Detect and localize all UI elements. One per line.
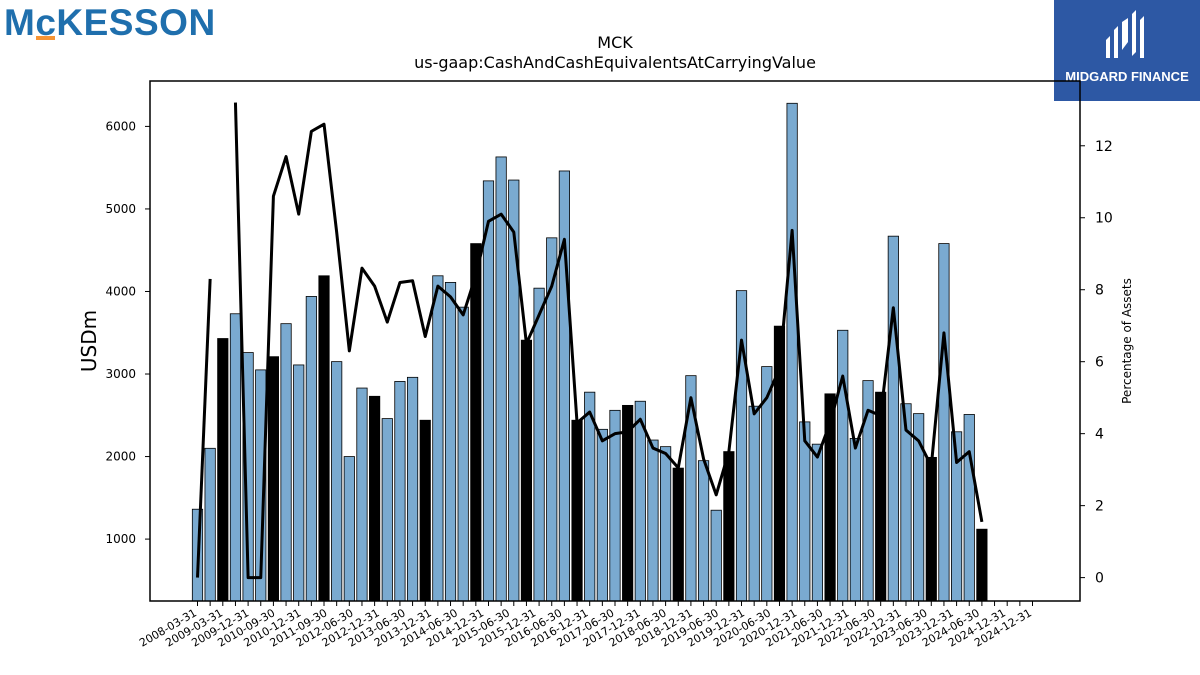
bar: [520, 339, 533, 602]
y-tick-label: 1000: [105, 532, 136, 546]
bar: [343, 456, 355, 602]
bar: [495, 156, 507, 602]
right-axis: 0 2 4 6 8 10 12: [1080, 139, 1113, 587]
bar: [394, 381, 406, 602]
bar: [280, 323, 292, 602]
bar: [697, 460, 710, 602]
bar: [799, 421, 811, 602]
percentage-line: [196, 278, 212, 578]
bar: [558, 170, 570, 602]
y2-tick-label: 12: [1095, 139, 1113, 155]
bar: [305, 296, 317, 602]
x-axis: 2008-03-312009-03-312009-12-312010-09-30…: [137, 601, 1034, 650]
bar: [482, 180, 495, 602]
percentage-line: [233, 102, 984, 580]
chart-title: MCK: [597, 33, 633, 52]
bar: [267, 356, 279, 602]
y2-tick-label: 4: [1095, 427, 1104, 443]
y-tick-label: 2000: [105, 450, 136, 464]
bar: [217, 338, 229, 602]
bar: [887, 235, 899, 602]
bar: [204, 447, 216, 602]
bar: [457, 306, 469, 602]
y-tick-label: 4000: [105, 284, 136, 298]
bar: [622, 404, 634, 602]
y2-tick-label: 0: [1095, 571, 1104, 587]
bars-group: [191, 102, 988, 602]
midgard-finance-logo: MIDGARD FINANCE: [1054, 0, 1200, 101]
y2-tick-label: 6: [1095, 355, 1104, 371]
bar: [381, 418, 393, 602]
bar: [406, 376, 419, 602]
bar: [356, 387, 368, 602]
bar: [571, 419, 583, 602]
midgard-mark-icon: [1106, 10, 1144, 58]
plot-frame: [149, 80, 1081, 602]
bar: [293, 364, 305, 602]
bar: [710, 509, 722, 602]
bar: [925, 456, 937, 602]
bar: [875, 391, 887, 602]
bar: [647, 439, 659, 602]
y2-tick-label: 10: [1095, 211, 1113, 227]
y-axis-label: USDm: [77, 310, 101, 372]
bar: [229, 313, 242, 602]
bar: [672, 467, 684, 602]
left-axis: 1000 2000 3000 4000 5000 6000: [105, 119, 150, 546]
bar: [596, 428, 608, 602]
bar: [533, 287, 545, 602]
mckesson-mark-icon: c: [35, 2, 57, 43]
bar: [963, 414, 975, 602]
bar: [938, 243, 950, 602]
bar: [318, 275, 330, 602]
bar: [976, 528, 988, 602]
bar: [849, 437, 861, 602]
line-layer: [196, 102, 984, 580]
y-tick-label: 3000: [105, 367, 136, 381]
y2-axis-label: Percentage of Assets: [1120, 278, 1134, 404]
mckesson-logo: McKESSON: [4, 2, 216, 43]
bar: [432, 275, 444, 602]
bar: [444, 281, 457, 602]
bar: [837, 329, 849, 602]
y2-tick-label: 2: [1095, 499, 1104, 515]
bar: [723, 451, 735, 602]
bar: [735, 290, 748, 602]
bar: [331, 361, 343, 602]
bar: [470, 243, 482, 602]
bar: [811, 443, 824, 602]
midgard-brand-text: MIDGARD FINANCE: [1065, 69, 1189, 84]
bar: [786, 102, 798, 602]
bar: [609, 409, 621, 602]
bar: [419, 419, 431, 602]
bar: [660, 446, 672, 602]
bar: [369, 395, 381, 602]
bar: [748, 405, 760, 602]
y-tick-label: 5000: [105, 202, 136, 216]
chart-subtitle: us-gaap:CashAndCashEquivalentsAtCarrying…: [414, 53, 816, 72]
y2-tick-label: 8: [1095, 283, 1104, 299]
y-tick-label: 6000: [105, 119, 136, 133]
